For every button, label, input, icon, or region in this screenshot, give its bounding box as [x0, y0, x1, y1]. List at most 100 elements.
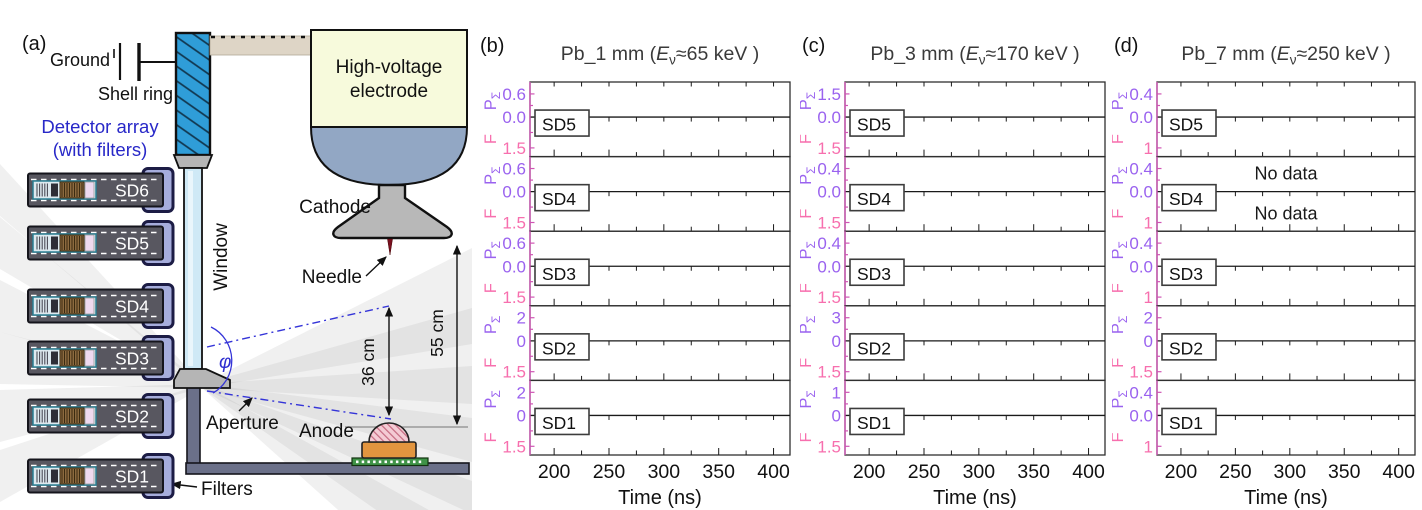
ytick-down: 1.5 [1129, 363, 1153, 382]
detector-label: SD4 [115, 297, 149, 317]
ytick-zero: 0.0 [502, 257, 526, 276]
subplot-SD1: 1 0 1.5 PΣ F SD1 [800, 379, 1106, 456]
signal-spike [1396, 105, 1401, 117]
dimension-arrows [170, 244, 462, 490]
ytick-down: 1.5 [817, 214, 841, 233]
signal-spike [599, 323, 608, 340]
signal-spike [1290, 341, 1300, 364]
subplot-SD1: 2 0 1.5 PΣ F SD1 [482, 379, 791, 456]
window-column [172, 31, 231, 389]
signal-spike [607, 245, 615, 266]
ytick-down: 1.5 [502, 437, 526, 456]
signal-spike [921, 170, 928, 191]
signal-spike [928, 332, 935, 341]
xtick-label: 400 [1072, 461, 1105, 483]
subplot-SD3: 0.6 0.0 1.5 PΣ F SD3 [482, 230, 791, 307]
signal-spike [1081, 117, 1091, 148]
detector-SD3: SD3 [27, 335, 175, 381]
ytick-zero: 0.0 [817, 257, 841, 276]
detector-array: SD6 SD5 SD4 SD3 SD2 SD1 [27, 167, 175, 499]
ytick-zero: 0.0 [817, 108, 841, 127]
panel-c-chart-pb3mm: (c)Pb_3 mm (Eν≈170 keV )1.50.01.5PΣFSD50… [800, 35, 1106, 509]
anode-label: Anode [299, 421, 354, 442]
ylabel-psum: PΣ [800, 166, 818, 184]
panel-title: Pb_7 mm (Eν≈250 keV ) [1181, 43, 1390, 68]
electrode-dome [309, 126, 469, 187]
detector-tag-box [849, 183, 905, 212]
subplot-SD5: 0.6 0.0 1.5 PΣ F SD5 [482, 81, 791, 158]
signal-spike [912, 117, 918, 123]
detector-SD6: SD6 [27, 167, 175, 213]
detector-tag: SD5 [857, 115, 891, 135]
signal-spike [628, 341, 637, 369]
ylabel-f: F [1112, 283, 1127, 293]
signal-spike [927, 341, 936, 368]
xtick-label: 300 [648, 461, 681, 483]
panel-b-chart-pb1mm: (b) Pb_1 mm (Eν≈65 keV )0.60.01.5PΣFSD50.… [480, 35, 791, 509]
ytick-up: 2 [517, 383, 526, 402]
ytick-up: 2 [1144, 309, 1153, 328]
signal-spike [1218, 310, 1229, 341]
subplot-SD4: 0.4 0.0 1.5 PΣ F SD4 [800, 155, 1106, 233]
ytick-zero: 0 [1144, 332, 1153, 351]
detector-tag-box [1161, 333, 1217, 361]
signal-spike [1243, 247, 1249, 266]
ylabel-psum: PΣ [482, 390, 503, 408]
needle-pointer [365, 256, 387, 277]
ytick-up: 0.4 [817, 234, 841, 253]
ytick-zero: 0.0 [502, 108, 526, 127]
ytick-up: 3 [832, 309, 841, 328]
signal-spike [914, 192, 923, 211]
x-axis-title: Time (ns) [618, 487, 702, 509]
signal-spike [601, 402, 610, 415]
subplot-SD3: 0.4 0.0 1.5 PΣ F SD3 [800, 230, 1106, 307]
hv-electrode-body [310, 29, 468, 128]
ylabel-psum: PΣ [800, 390, 818, 408]
signal-spike [1221, 83, 1228, 117]
detector-tag: SD3 [857, 264, 891, 284]
anode-assembly [345, 422, 468, 467]
signal-spike [935, 415, 944, 435]
ylabel-psum: PΣ [1112, 390, 1130, 408]
signal-spike [734, 415, 740, 423]
xtick-label: 300 [963, 461, 996, 483]
xtick-label: 250 [593, 461, 626, 483]
shell-ring-label: Shell ring [98, 84, 173, 104]
signal-spike [1252, 341, 1258, 360]
ylabel-psum: PΣ [800, 241, 818, 259]
signal-spike [617, 415, 626, 439]
signal-spike [1071, 117, 1082, 145]
xtick-label: 400 [757, 461, 790, 483]
ytick-zero: 0.0 [817, 183, 841, 202]
detector-scintillator [84, 407, 95, 425]
ytick-zero: 0 [832, 406, 841, 425]
ytick-up: 0.4 [1129, 234, 1153, 253]
subplot-SD5: 0.4 0.0 1 PΣ F SD5 [1112, 81, 1416, 158]
signal-spike [733, 341, 739, 357]
signal-spike [1230, 330, 1238, 341]
detector-SD1: SD1 [27, 453, 175, 499]
detector-tag: SD4 [1169, 189, 1203, 209]
ytick-up: 0.4 [817, 160, 841, 179]
ylabel-f: F [482, 209, 500, 219]
aperture-mount [173, 368, 231, 389]
xtick-label: 200 [538, 461, 571, 483]
ytick-down: 1.5 [502, 288, 526, 307]
x-axis-title: Time (ns) [1244, 487, 1328, 509]
ylabel-f: F [800, 283, 815, 293]
ytick-up: 1.5 [817, 85, 841, 104]
ytick-zero: 0.0 [1129, 108, 1153, 127]
ytick-down: 1.5 [502, 214, 526, 233]
beam-right [202, 384, 472, 510]
spike-group [913, 237, 921, 281]
signal-spike [629, 334, 636, 340]
signal-spike [636, 341, 647, 372]
detector-tag-box [849, 109, 905, 137]
detector-SD2: SD2 [27, 393, 175, 439]
phi-arc [210, 326, 233, 394]
hv-label-1: High-voltage [336, 57, 443, 78]
detector-tag-box [534, 109, 590, 137]
signal-spike [639, 175, 648, 191]
signal-spike [909, 341, 919, 378]
